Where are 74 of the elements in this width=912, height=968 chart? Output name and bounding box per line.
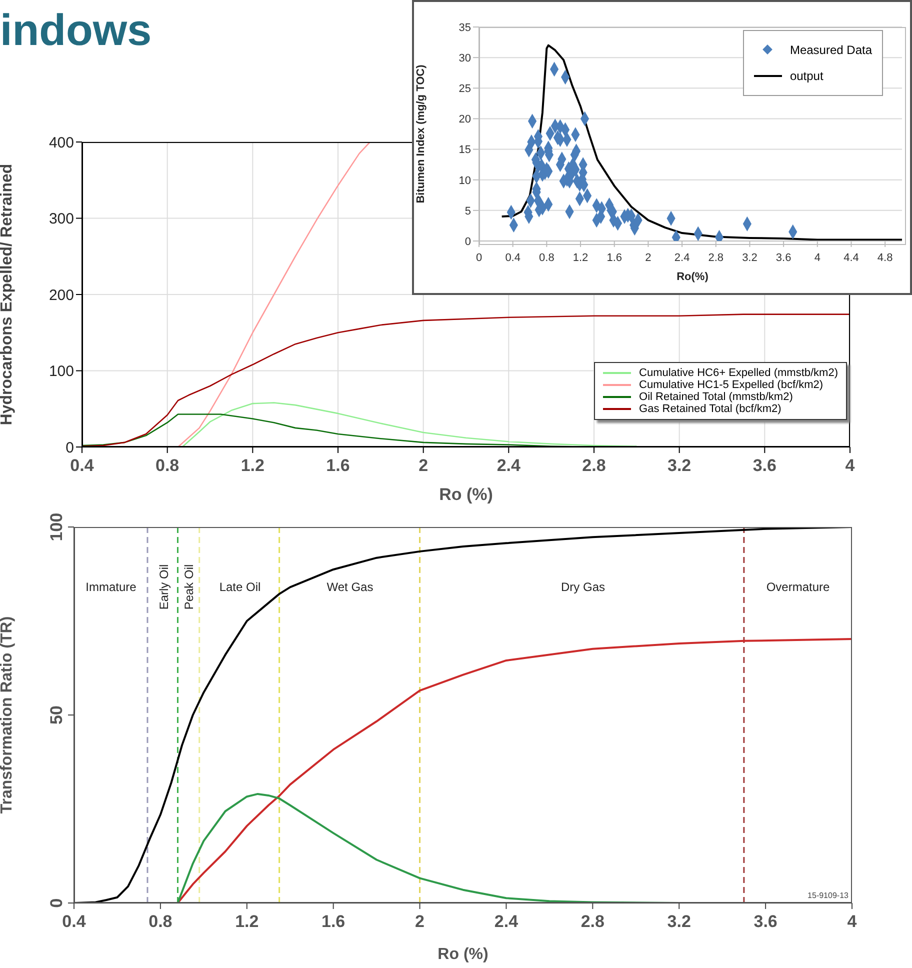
annotation: Wet Gas <box>326 580 374 594</box>
y-axis-title: Bitumen Index (mg/g TOC) <box>414 64 427 204</box>
annotation: Dry Gas <box>560 580 606 594</box>
y-tick-label: 0 <box>464 236 471 248</box>
y-tick-label: 200 <box>48 286 74 304</box>
x-tick-label: 2.8 <box>582 456 606 476</box>
x-tick-label: 1.6 <box>606 252 622 264</box>
y-tick-label: 100 <box>47 512 66 542</box>
x-tick-label: 0.8 <box>156 456 180 476</box>
y-axis-title: Hydrocarbons Expelled/ Retrained <box>0 164 16 426</box>
x-axis-title: Ro(%) <box>676 271 710 284</box>
y-tick-label: 25 <box>458 83 471 96</box>
x-tick-label: 4 <box>814 252 820 264</box>
y-axis-title: Transformation Ratio (TR) <box>0 616 16 814</box>
x-tick-label: 0.4 <box>505 252 520 264</box>
x-tick-label: 3.6 <box>754 912 778 932</box>
x-tick-label: 3.2 <box>668 456 692 476</box>
y-tick-label: 300 <box>48 210 74 228</box>
y-tick-label: 20 <box>458 114 471 126</box>
x-tick-label: 4 <box>845 456 856 476</box>
legend-label: output <box>790 68 824 85</box>
x-tick-label: 0.8 <box>148 912 172 932</box>
chart-title: indows <box>0 6 152 56</box>
y-tick-label: 0 <box>47 898 66 908</box>
y-tick-label: 10 <box>458 174 471 187</box>
y-tick-label: 5 <box>464 205 471 218</box>
annotation: Late Oil <box>219 580 261 594</box>
x-tick-label: 2.4 <box>674 252 690 264</box>
line-series <box>182 402 638 447</box>
legend-label: Cumulative HC6+ Expelled (mmstb/km2) <box>639 367 838 379</box>
x-tick-label: 3.6 <box>752 456 776 476</box>
x-tick-label: 1.6 <box>322 912 346 932</box>
x-tick-label: 2.8 <box>708 252 724 264</box>
x-tick-label: 0.4 <box>62 912 86 932</box>
x-tick-label: 2 <box>415 912 425 932</box>
legend-label: Cumulative HC1-5 Expelled (bcf/km2) <box>639 379 824 391</box>
x-tick-label: 1.6 <box>326 456 350 476</box>
x-tick-label: 4.4 <box>844 252 859 264</box>
x-tick-label: 3.2 <box>667 912 691 932</box>
y-tick-label: 400 <box>48 134 74 152</box>
legend-label: Oil Retained Total (mmstb/km2) <box>639 391 793 403</box>
x-tick-label: 2 <box>418 456 428 476</box>
x-tick-label: 1.2 <box>572 252 588 264</box>
y-tick-label: 35 <box>458 22 471 34</box>
legend-label: Measured Data <box>790 42 872 59</box>
x-tick-label: 2.4 <box>494 912 519 932</box>
y-tick-label: 30 <box>458 52 471 64</box>
x-tick-label: 4.8 <box>877 252 893 264</box>
x-tick-label: 0.4 <box>70 456 94 476</box>
x-axis-title: Ro (%) <box>438 485 494 506</box>
x-tick-label: 0 <box>476 252 482 264</box>
y-tick-label: 100 <box>48 363 74 380</box>
annotation: Overmature <box>766 580 830 594</box>
annotation: Peak Oil <box>182 564 196 610</box>
annotation: Immature <box>86 580 136 594</box>
y-tick-label: 50 <box>47 706 66 724</box>
x-tick-label: 2.4 <box>496 456 522 476</box>
line-series <box>176 638 852 903</box>
y-tick-label: 0 <box>66 439 74 456</box>
x-tick-label: 3.6 <box>776 252 792 264</box>
x-tick-label: 1.2 <box>240 456 264 476</box>
x-tick-label: 0.8 <box>539 252 554 264</box>
x-tick-label: 4 <box>847 912 858 932</box>
y-tick-label: 15 <box>458 144 471 156</box>
x-axis-title: Ro (%) <box>436 945 490 964</box>
legend-label: Gas Retained Total (bcf/km2) <box>639 403 782 415</box>
annotation: Early Oil <box>156 564 172 610</box>
x-tick-label: 2.8 <box>580 912 604 932</box>
x-tick-label: 2 <box>645 252 652 264</box>
x-tick-label: 1.2 <box>235 912 259 932</box>
line-series <box>177 142 371 447</box>
line-series <box>500 44 902 241</box>
annotation: 15-9109-13 <box>808 891 848 901</box>
x-tick-label: 3.2 <box>742 252 758 264</box>
